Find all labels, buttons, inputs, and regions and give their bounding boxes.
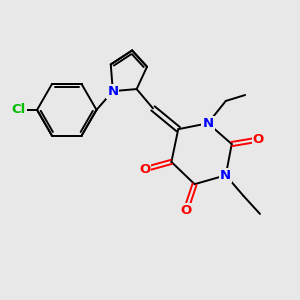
Text: N: N bbox=[202, 117, 214, 130]
Text: N: N bbox=[220, 169, 231, 182]
Text: O: O bbox=[253, 133, 264, 146]
Text: O: O bbox=[139, 163, 150, 176]
Text: Cl: Cl bbox=[11, 103, 26, 116]
Text: N: N bbox=[107, 85, 118, 98]
Text: O: O bbox=[180, 204, 191, 218]
